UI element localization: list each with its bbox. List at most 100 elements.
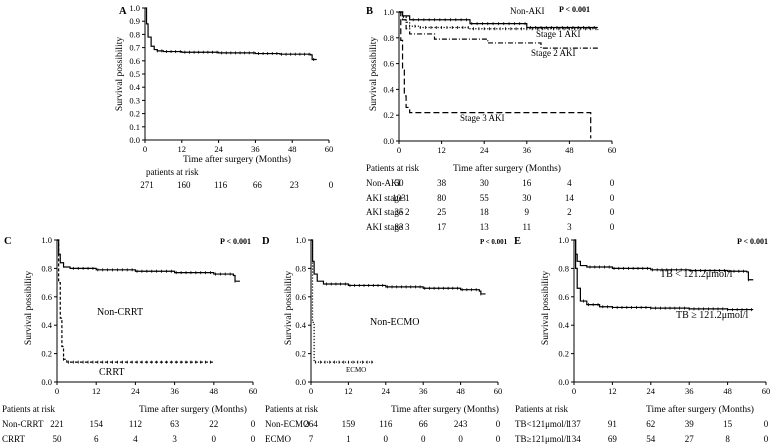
y-tick-label: 0.8 [558,263,569,273]
x-tick-label: 60 [494,386,503,396]
risk-value: 15 [723,419,733,429]
curve-label-tb-high: TB ≥ 121.2μmol/l [676,310,748,321]
panel-e-xlabel: Time after surgery (Months) [646,404,754,415]
risk-value: 0 [610,178,615,188]
y-tick-label: 1.0 [558,235,569,245]
risk-value: 159 [342,419,356,429]
risk-value: 2 [567,207,572,217]
curve-label-non-ecmo: Non-ECMO [370,317,419,328]
panel-a-ylabel: Survival possibility [115,37,125,111]
panel-d-xlabel: Time after surgery (Months) [391,404,499,415]
risk-value: 66 [253,180,263,190]
risk-value: 13 [480,222,490,232]
panel-c-risk-header: Patients at risk [2,404,55,414]
curve-non-crrt [57,239,240,282]
x-tick-label: 36 [419,386,428,396]
x-tick-label: 60 [608,145,617,155]
panel-b-ylabel: Survival possibility [369,37,379,111]
panel-c: C P < 0.001 Survival possibility 0 12 24 36… [2,235,257,444]
panel-c-ylabel: Survival possibility [24,271,34,345]
panel-b-xlabel: Time after surgery (Months) [453,163,561,174]
y-tick-label: 0.4 [41,320,52,330]
x-tick-label: 12 [608,386,617,396]
y-tick-label: 0.1 [129,122,140,132]
risk-value: 134 [567,434,581,444]
risk-value: 50 [53,434,63,444]
risk-value: 3 [567,222,572,232]
risk-value: 66 [419,419,429,429]
panel-a-risk-table: 271 160 116 66 23 0 [140,180,334,190]
panel-c-curves [57,239,240,364]
curve-tb-121-2-mol-l [574,239,754,281]
panel-e-letter: E [514,236,521,247]
y-tick-label: 0.6 [295,292,306,302]
risk-value: 69 [608,434,618,444]
risk-value: 3 [172,434,177,444]
panel-e-curves [574,239,754,312]
risk-value: 264 [304,419,318,429]
risk-value: 116 [379,419,393,429]
curve-label-crrt: CRRT [99,367,125,378]
x-tick-label: 12 [344,386,353,396]
risk-value: 0 [496,434,501,444]
risk-value: 0 [764,434,769,444]
risk-value: 25 [437,207,447,217]
risk-value: 0 [610,207,615,217]
risk-value: 50 [395,178,405,188]
risk-value: 0 [251,434,256,444]
y-tick-label: 0.5 [129,69,140,79]
risk-value: 38 [437,178,447,188]
risk-row-label: TB≥121μmol/l [515,434,569,444]
curve-all-patients [145,7,317,61]
risk-value: 0 [421,434,426,444]
panel-c-xlabel: Time after surgery (Months) [139,404,247,415]
y-tick-label: 0.3 [129,95,140,105]
risk-row-label: Non-ECMO [265,419,310,429]
risk-value: 221 [50,419,64,429]
panel-d-curves [311,239,486,364]
x-tick-label: 24 [647,386,656,396]
risk-value: 4 [567,178,572,188]
x-tick-label: 36 [685,386,694,396]
panel-e-ylabel: Survival possibility [541,271,551,345]
risk-value: 62 [646,419,655,429]
risk-value: 243 [454,419,468,429]
x-tick-label: 60 [249,386,258,396]
curve-crrt [57,239,214,363]
panel-a-xlabel: Time after surgery (Months) [183,154,291,165]
panel-a: A Survival possibility 0 12 24 36 48 60 0.0 0.1… [115,3,334,190]
y-tick-label: 0.8 [129,29,140,39]
curve-stage-3-aki [399,11,592,139]
panel-b-risk-header: Patients at risk [366,163,419,173]
y-tick-label: 0.2 [295,349,306,359]
x-tick-label: 12 [178,144,187,154]
x-tick-label: 24 [382,386,391,396]
panel-b-curve-labels: Non-AKI Stage 1 AKI Stage 2 AKI Stage 3 … [460,6,581,123]
y-tick-label: 1.0 [41,235,52,245]
y-tick-label: 0.0 [129,135,140,145]
risk-value: 0 [764,419,769,429]
risk-value: 55 [480,193,490,203]
panel-c-axes: 0 12 24 36 48 60 0.0 0.2 0.4 0.6 0.8 1.0 [41,235,257,396]
risk-value: 0 [384,434,389,444]
panel-a-letter: A [119,6,127,17]
y-tick-label: 0.6 [41,292,52,302]
risk-value: 91 [608,419,617,429]
risk-row-label: AKI stage 3 [366,222,410,232]
y-tick-label: 0.4 [558,320,569,330]
curve-label-ecmo: ECMO [346,366,366,374]
panel-b: B P < 0.001 Survival possibility 0 12 24 36… [366,5,616,232]
panel-d-axes: 0 12 24 36 48 60 0.0 0.2 0.4 0.6 0.8 1.0 [295,235,502,396]
y-tick-label: 0.0 [383,136,394,146]
panel-c-letter: C [4,236,12,247]
panel-d: D P < 0.001 Survival possibility 0 12 24 36… [262,235,508,444]
x-tick-label: 36 [523,145,532,155]
panel-b-letter: B [366,6,373,17]
x-tick-label: 48 [288,144,297,154]
risk-value: 1 [346,434,351,444]
x-tick-label: 60 [762,386,771,396]
y-tick-label: 0.2 [558,349,569,359]
risk-value: 160 [177,180,191,190]
curve-label-stage-1-aki: Stage 1 AKI [536,29,581,39]
